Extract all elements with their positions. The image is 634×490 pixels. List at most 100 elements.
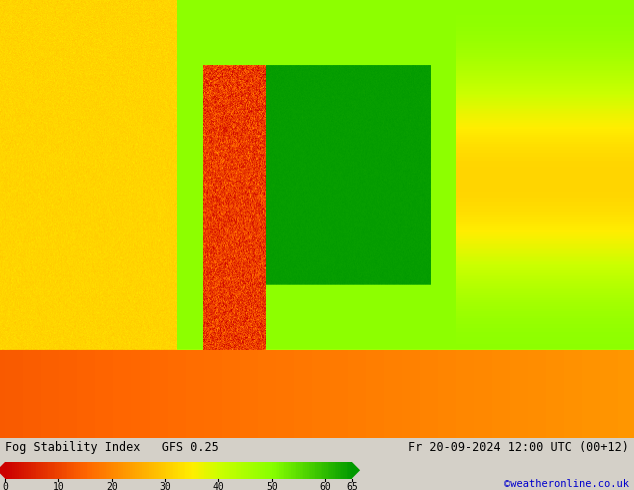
Bar [8, 462, 10, 479]
Bar [251, 462, 253, 479]
Bar [33, 462, 34, 479]
Text: 60: 60 [320, 482, 331, 490]
Bar [172, 462, 173, 479]
Bar [283, 462, 284, 479]
Bar [343, 462, 345, 479]
Bar [12, 462, 14, 479]
Bar [191, 462, 192, 479]
Bar [239, 462, 241, 479]
Bar [333, 462, 335, 479]
Bar [296, 462, 298, 479]
Bar [73, 462, 74, 479]
Bar [10, 462, 12, 479]
Bar [312, 462, 314, 479]
Bar [265, 462, 267, 479]
Bar [140, 462, 142, 479]
Bar [213, 462, 215, 479]
Text: 20: 20 [106, 482, 118, 490]
Bar [54, 462, 55, 479]
Bar [264, 462, 265, 479]
Bar [269, 462, 270, 479]
Bar [120, 462, 121, 479]
Bar [288, 462, 290, 479]
Bar [340, 462, 342, 479]
Bar [125, 462, 126, 479]
Text: Fog Stability Index   GFS 0.25: Fog Stability Index GFS 0.25 [5, 441, 219, 454]
Bar [102, 462, 104, 479]
Bar [345, 462, 347, 479]
Bar [248, 462, 250, 479]
Bar [309, 462, 310, 479]
Bar [307, 462, 309, 479]
Bar [241, 462, 243, 479]
Bar [133, 462, 135, 479]
Bar [80, 462, 81, 479]
Bar [321, 462, 323, 479]
Bar [144, 462, 146, 479]
Bar [222, 462, 224, 479]
Bar [210, 462, 211, 479]
Bar [123, 462, 125, 479]
Bar [43, 462, 45, 479]
Bar [300, 462, 302, 479]
Bar [208, 462, 210, 479]
Bar [302, 462, 303, 479]
Bar [232, 462, 234, 479]
Bar [7, 462, 8, 479]
Bar [234, 462, 236, 479]
Bar [316, 462, 317, 479]
Bar [317, 462, 319, 479]
Bar [85, 462, 87, 479]
Bar [45, 462, 47, 479]
Bar [277, 462, 279, 479]
Bar [290, 462, 291, 479]
Bar [177, 462, 179, 479]
Bar [257, 462, 258, 479]
Bar [126, 462, 128, 479]
Bar [130, 462, 132, 479]
Text: ©weatheronline.co.uk: ©weatheronline.co.uk [504, 479, 629, 489]
Bar [48, 462, 50, 479]
Bar [81, 462, 83, 479]
Bar [64, 462, 66, 479]
Bar [258, 462, 260, 479]
Bar [26, 462, 28, 479]
Bar [146, 462, 147, 479]
Bar [149, 462, 151, 479]
Bar [21, 462, 22, 479]
Bar [243, 462, 244, 479]
Bar [113, 462, 114, 479]
Bar [224, 462, 225, 479]
Bar [114, 462, 116, 479]
Bar [323, 462, 324, 479]
Bar [67, 462, 69, 479]
Bar [151, 462, 152, 479]
Bar [59, 462, 61, 479]
Bar [281, 462, 283, 479]
Bar [326, 462, 328, 479]
Bar [267, 462, 269, 479]
Bar [236, 462, 237, 479]
Bar [324, 462, 326, 479]
Bar [310, 462, 312, 479]
Bar [100, 462, 102, 479]
Bar [28, 462, 29, 479]
Bar [38, 462, 40, 479]
Bar [31, 462, 33, 479]
Bar [276, 462, 277, 479]
Bar [66, 462, 67, 479]
Bar [116, 462, 118, 479]
Bar [298, 462, 300, 479]
Bar [107, 462, 109, 479]
Bar [24, 462, 26, 479]
Bar [319, 462, 321, 479]
Bar [165, 462, 166, 479]
Bar [338, 462, 340, 479]
Text: 10: 10 [53, 482, 64, 490]
Bar [15, 462, 17, 479]
Bar [314, 462, 316, 479]
Bar [90, 462, 92, 479]
Bar [295, 462, 296, 479]
Bar [158, 462, 159, 479]
Polygon shape [352, 462, 360, 479]
